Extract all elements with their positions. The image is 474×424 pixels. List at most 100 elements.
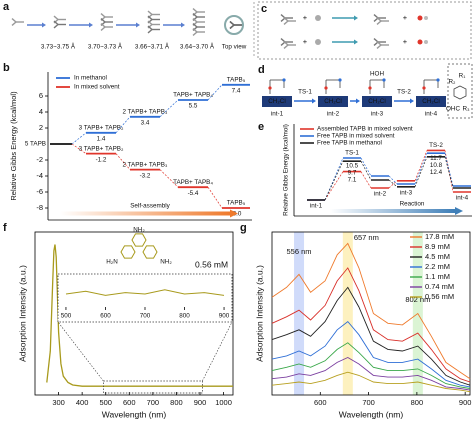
x-tick-label: 700 — [147, 398, 160, 407]
atom — [338, 78, 342, 82]
value-label: -3.2 — [140, 172, 151, 179]
plus-sign: + — [403, 13, 408, 22]
y-axis-label: Relative Gibbs Energy (kcal/mol) — [9, 91, 18, 201]
state-box-label: CH₂Cl — [422, 98, 440, 105]
arrow-head — [455, 207, 463, 215]
molecule-arm — [100, 26, 106, 31]
x-tick-label: 400 — [76, 398, 89, 407]
inset-x-tick-label: 600 — [100, 313, 111, 320]
highlight-band — [294, 232, 305, 395]
spectrum-line — [46, 244, 233, 387]
group-label: R₃ — [462, 106, 470, 113]
spectrum-line — [271, 342, 471, 389]
group-label: H₂N — [106, 259, 118, 266]
value-label: -5.4 — [188, 190, 199, 197]
molecule-arm — [147, 10, 153, 16]
legend-label: In mixed solvent — [74, 84, 120, 91]
y-tick-label: -8 — [36, 203, 43, 212]
x-axis-label: Wavelength (nm) — [102, 409, 167, 419]
state-box — [416, 96, 446, 107]
top-view-label: Top view — [222, 44, 247, 51]
arrow-head — [354, 15, 358, 21]
distance-label: 3.73~3.75 Å — [41, 42, 76, 51]
value-label: 10.5 — [346, 163, 359, 170]
state-box-label: CH₂Cl — [368, 98, 386, 105]
molecule-arm — [192, 18, 198, 23]
molecule-arm — [283, 17, 289, 22]
atom — [268, 86, 272, 90]
spectrum-line — [271, 286, 471, 386]
state-box-label: CH₂Cl — [324, 98, 342, 105]
panel-label: e — [258, 121, 264, 133]
progress-arrow — [60, 211, 230, 216]
state-box — [362, 96, 392, 107]
x-tick-label: 800 — [170, 398, 183, 407]
legend-label: 0.56 mM — [425, 292, 454, 301]
distance-label: 3.70~3.73 Å — [88, 42, 123, 51]
legend-label: Free TAPB in mixed solvent — [317, 133, 395, 140]
spectrum-line — [271, 267, 471, 383]
spectrum-line — [271, 371, 471, 393]
y-tick-label: -6 — [36, 187, 43, 196]
level-connector — [71, 132, 87, 145]
zoom-region — [103, 380, 203, 394]
spectrum-line — [271, 320, 471, 388]
molecule-arm — [283, 41, 289, 46]
arrow-head — [312, 98, 316, 104]
level-connector — [324, 161, 344, 201]
level-connector — [388, 180, 398, 189]
molecule-arm — [100, 18, 106, 23]
legend-label: 2.2 mM — [425, 262, 450, 271]
level-connector — [207, 187, 223, 209]
value-label: 1.4 — [97, 135, 106, 142]
level-label: TAPB+ TAPB₄ — [173, 92, 213, 99]
value-label: 10.8 — [430, 162, 443, 169]
panel-label: b — [3, 62, 10, 74]
zoom-connector — [202, 321, 233, 382]
value-label: 3.4 — [141, 119, 150, 126]
category-label: int-2 — [374, 191, 387, 198]
distance-label: 3.64~3.70 Å — [180, 42, 215, 51]
plus-sign: + — [303, 13, 308, 22]
molecule-arm — [11, 21, 17, 26]
y-axis-label: Adsorption Intensity (a.u.) — [254, 265, 264, 362]
level-label: TAPB₅ — [227, 76, 246, 83]
level-connector — [159, 99, 179, 118]
x-tick-label: 700 — [362, 398, 375, 407]
molecule-arm — [100, 13, 106, 18]
ts-label: TS-1 — [298, 89, 312, 96]
benzene-ring — [453, 85, 467, 100]
x-tick-label: 300 — [52, 398, 65, 407]
benzene-ring — [131, 233, 147, 247]
spectrum-line — [271, 356, 471, 391]
level-label: 2 TAPB+ TAPB₃ — [123, 161, 168, 168]
state-label: int-1 — [271, 111, 284, 118]
molecule-arm — [376, 20, 382, 25]
molecule-arm — [147, 15, 153, 21]
level-connector — [115, 153, 131, 170]
group-label: OHC — [446, 106, 460, 113]
x-tick-label: 1000 — [215, 398, 232, 407]
arrow-head — [42, 22, 46, 28]
category-label: int-4 — [456, 195, 469, 202]
molecule-arm — [192, 8, 198, 13]
band-label: 802 nm — [405, 295, 430, 304]
small-molecule — [424, 40, 428, 44]
level-label: 3 TAPB+ TAPB₂ — [79, 124, 124, 131]
state-label: int-2 — [327, 111, 340, 118]
x-tick-label: 900 — [194, 398, 207, 407]
level-connector — [414, 156, 428, 187]
x-tick-label: 600 — [123, 398, 136, 407]
molecule-arm — [147, 25, 153, 31]
panel-label: c — [261, 3, 267, 15]
y-tick-label: -2 — [36, 155, 43, 164]
category-label: TS-2 — [429, 142, 443, 149]
state-label: int-4 — [425, 111, 438, 118]
legend-label: 1.1 mM — [425, 272, 450, 281]
value-label: 5.5 — [189, 103, 198, 110]
state-box — [262, 96, 292, 107]
small-molecule — [315, 39, 321, 45]
y-axis-label: Relative Gibbs Energy (kcal/mol) — [283, 124, 290, 216]
value-label: 12.4 — [430, 169, 443, 176]
